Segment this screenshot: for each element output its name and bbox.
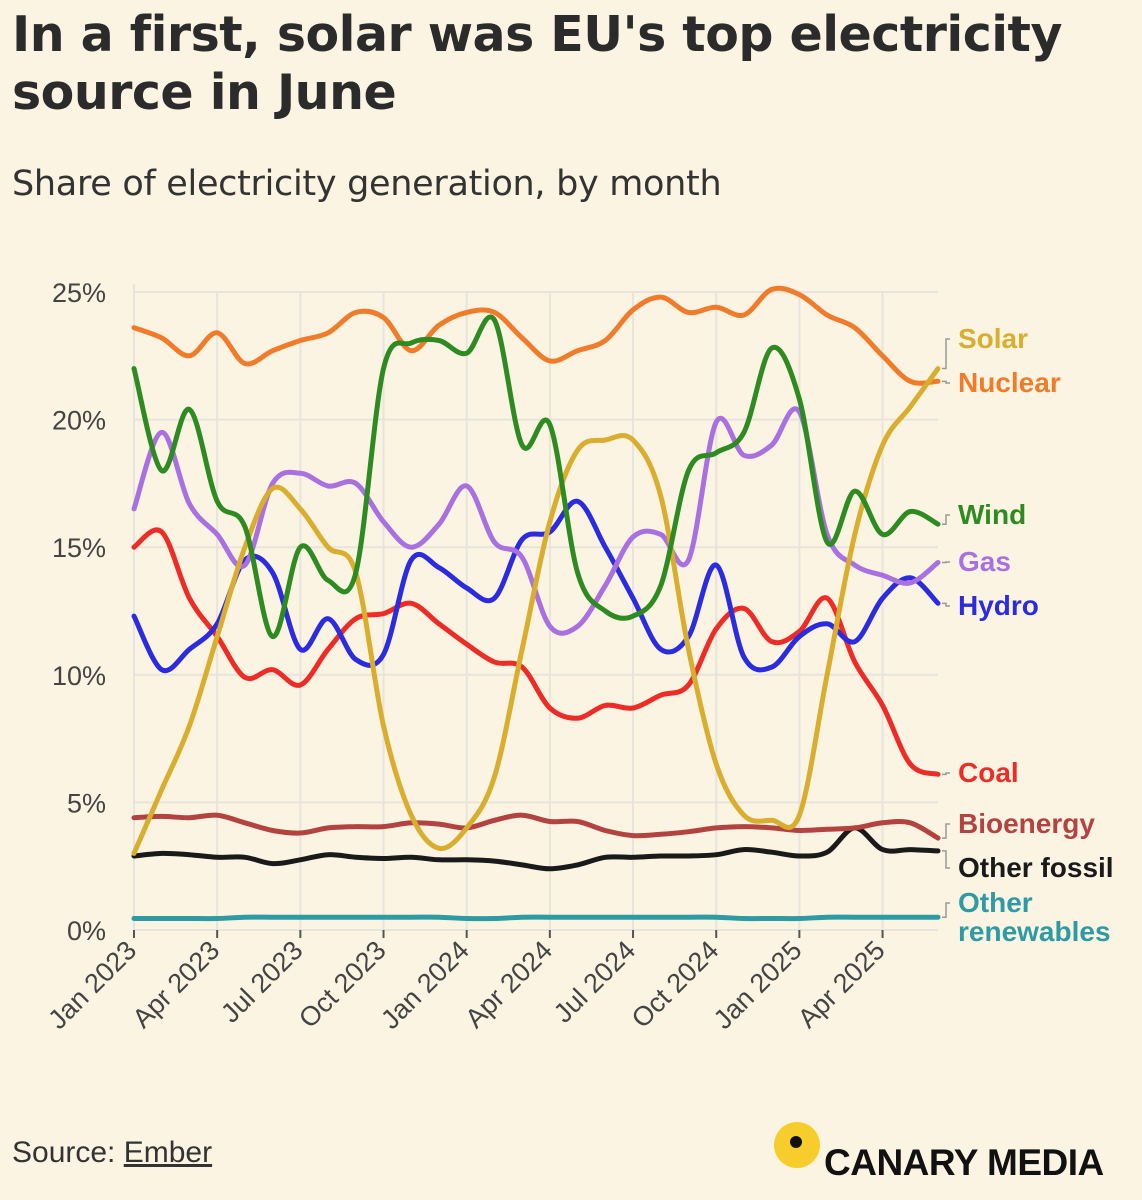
label-connector xyxy=(942,850,950,869)
y-tick-label: 15% xyxy=(52,533,106,563)
chart-subtitle: Share of electricity generation, by mont… xyxy=(12,164,722,204)
series-label-coal: Coal xyxy=(958,757,1019,788)
series-label-other-renewables: Other xyxy=(958,887,1033,918)
label-connector xyxy=(942,823,950,839)
y-tick-label: 20% xyxy=(52,406,106,436)
series-line-other-fossil xyxy=(131,825,941,872)
series-line-hydro xyxy=(131,498,941,674)
x-tick-label: Apr 2025 xyxy=(792,935,891,1034)
label-connector xyxy=(942,338,950,370)
series-line-other-renewables xyxy=(131,914,941,922)
series-label-other-fossil: Other fossil xyxy=(958,852,1114,883)
series-line-nuclear xyxy=(131,285,941,386)
x-tick-label: Oct 2023 xyxy=(293,935,392,1034)
grid-layer xyxy=(133,284,938,931)
series-label-nuclear: Nuclear xyxy=(958,367,1061,398)
x-tick-label: Jan 2023 xyxy=(42,935,142,1035)
series-label-solar: Solar xyxy=(958,323,1028,354)
label-connector xyxy=(942,380,950,384)
series-line-coal xyxy=(131,527,941,777)
series-label-gas: Gas xyxy=(958,546,1011,577)
x-tick-label: Oct 2024 xyxy=(626,935,725,1034)
series-label-wind: Wind xyxy=(958,499,1026,530)
y-tick-label: 0% xyxy=(67,916,106,946)
label-connector xyxy=(942,602,950,607)
source-note: Source: Ember xyxy=(12,1136,212,1170)
source-prefix: Source: xyxy=(12,1136,124,1169)
y-tick-label: 10% xyxy=(52,661,106,691)
series-label-bioenergy: Bioenergy xyxy=(958,808,1095,839)
brand-name: CANARY MEDIA xyxy=(824,1142,1104,1183)
series-line-solar xyxy=(131,366,941,856)
canary-dot-icon xyxy=(774,1122,820,1168)
brand-logo: CANARY MEDIA xyxy=(774,1118,1138,1188)
series-line-bioenergy xyxy=(131,812,941,841)
source-link[interactable]: Ember xyxy=(123,1136,213,1169)
label-layer: Solar Nuclear Wind Gas Hydro Coal Bioenergy Oth… xyxy=(942,323,1114,947)
y-tick-label: 5% xyxy=(67,788,106,818)
x-tick-label: Jan 2024 xyxy=(375,935,475,1035)
label-connector xyxy=(942,902,950,918)
label-connector xyxy=(942,514,950,525)
x-tick-label: Apr 2024 xyxy=(459,935,558,1034)
x-tick-label: Apr 2023 xyxy=(127,935,226,1034)
series-line-wind xyxy=(131,314,941,640)
series-label-other-renewables-line2: renewables xyxy=(958,916,1111,947)
label-connector xyxy=(942,772,950,776)
series-layer xyxy=(131,285,941,922)
series-label-hydro: Hydro xyxy=(958,590,1039,621)
label-connector xyxy=(942,561,950,564)
x-tick-label: Jan 2025 xyxy=(708,935,808,1035)
chart-title: In a first, solar was EU's top electrici… xyxy=(12,6,1062,121)
y-tick-label: 25% xyxy=(52,278,106,308)
